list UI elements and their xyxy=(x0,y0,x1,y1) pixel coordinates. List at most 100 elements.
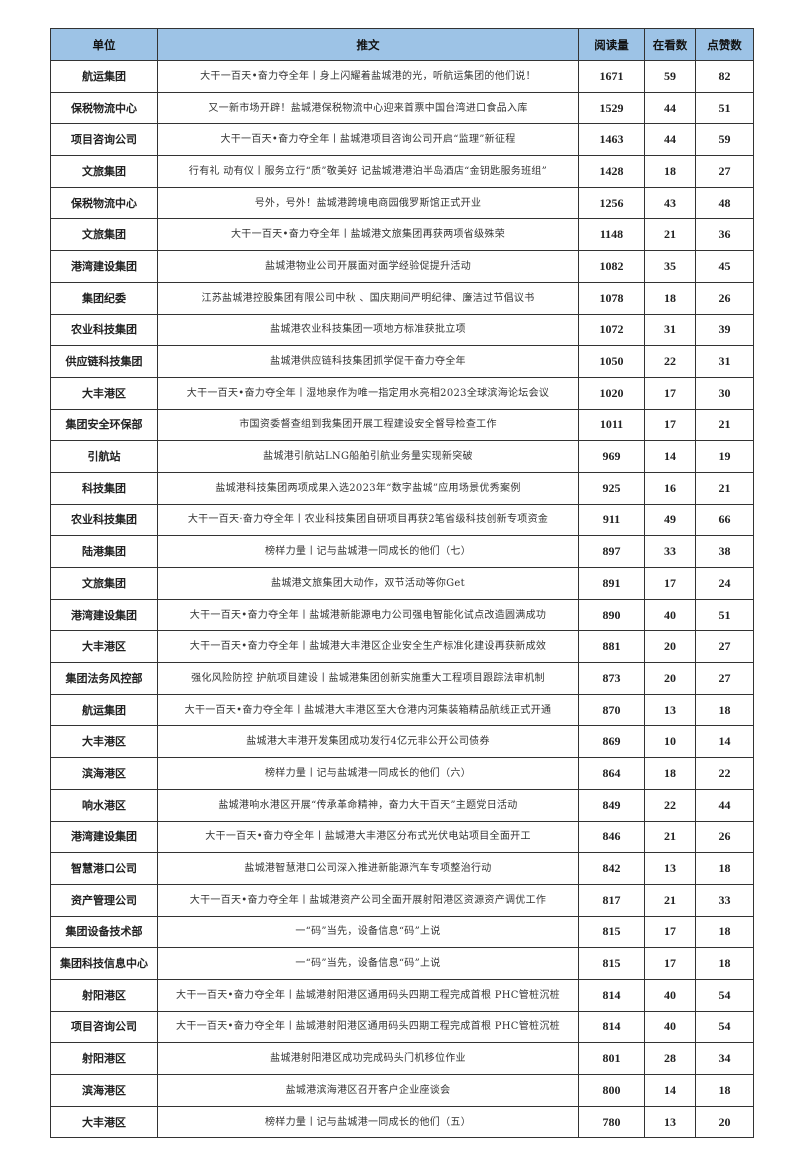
post-cell: 盐城港引航站LNG船舶引航业务量实现新突破 xyxy=(157,440,579,473)
reads-cell: 864 xyxy=(578,757,645,790)
post-cell: 大干一百天•奋力夺全年丨盐城港射阳港区通用码头四期工程完成首根 PHC管桩沉桩 xyxy=(157,1010,579,1044)
header-likes: 点赞数 xyxy=(695,28,754,61)
watching-cell: 40 xyxy=(644,1010,696,1044)
reads-cell: 969 xyxy=(578,440,645,473)
post-cell: 盐城港文旅集团大动作，双节活动等你Get xyxy=(157,567,579,600)
watching-cell: 17 xyxy=(644,376,696,410)
post-cell: 盐城港响水港区开展“传承革命精神，奋力大干百天”主题党日活动 xyxy=(157,788,579,822)
unit-cell: 大丰港区 xyxy=(50,376,158,410)
watching-cell: 14 xyxy=(644,1074,696,1107)
likes-cell: 18 xyxy=(695,1074,754,1107)
watching-cell: 21 xyxy=(644,218,696,252)
reads-cell: 1011 xyxy=(578,408,645,442)
likes-cell: 30 xyxy=(695,376,754,410)
likes-cell: 26 xyxy=(695,820,754,854)
post-cell: 盐城港农业科技集团一项地方标准获批立项 xyxy=(157,313,579,347)
table-row: 大丰港区 榜样力量丨记与盐城港一同成长的他们（五） 780 13 20 xyxy=(50,1105,754,1139)
post-cell: 又一新市场开辟！盐城港保税物流中心迎来首票中国台湾进口食品入库 xyxy=(157,91,579,125)
watching-cell: 35 xyxy=(644,250,696,283)
reads-cell: 1050 xyxy=(578,345,645,378)
unit-cell: 大丰港区 xyxy=(50,630,158,664)
likes-cell: 66 xyxy=(695,503,754,537)
likes-cell: 26 xyxy=(695,281,754,315)
table-row: 项目咨询公司 大干一百天•奋力夺全年丨盐城港射阳港区通用码头四期工程完成首根 PH… xyxy=(50,1010,754,1044)
post-cell: 大干一百天•奋力夺全年丨身上闪耀着盐城港的光，听航运集团的他们说！ xyxy=(157,60,579,93)
watching-cell: 22 xyxy=(644,345,696,378)
likes-cell: 27 xyxy=(695,662,754,695)
likes-cell: 45 xyxy=(695,250,754,283)
likes-cell: 51 xyxy=(695,91,754,125)
table-row: 港湾建设集团 大干一百天•奋力夺全年丨盐城港大丰港区分布式光伏电站项目全面开工 84… xyxy=(50,820,754,854)
table-body: 航运集团 大干一百天•奋力夺全年丨身上闪耀着盐城港的光，听航运集团的他们说！ 167… xyxy=(50,60,754,1139)
unit-cell: 保税物流中心 xyxy=(50,186,158,220)
table-row: 集团法务风控部 强化风险防控 护航项目建设丨盐城港集团创新实施重大工程项目跟踪法审… xyxy=(50,662,754,695)
likes-cell: 27 xyxy=(695,630,754,664)
table-row: 滨海港区 盐城港滨海港区召开客户企业座谈会 800 14 18 xyxy=(50,1074,754,1107)
watching-cell: 16 xyxy=(644,471,696,505)
unit-cell: 航运集团 xyxy=(50,60,158,93)
unit-cell: 引航站 xyxy=(50,440,158,473)
unit-cell: 集团安全环保部 xyxy=(50,408,158,442)
table-row: 港湾建设集团 大干一百天•奋力夺全年丨盐城港新能源电力公司强电智能化试点改造圆满成… xyxy=(50,598,754,632)
watching-cell: 10 xyxy=(644,725,696,759)
watching-cell: 17 xyxy=(644,408,696,442)
likes-cell: 39 xyxy=(695,313,754,347)
table-row: 科技集团 盐城港科技集团两项成果入选2023年“数字盐城”应用场景优秀案例 925 1… xyxy=(50,471,754,505)
reads-cell: 1529 xyxy=(578,91,645,125)
table-row: 引航站 盐城港引航站LNG船舶引航业务量实现新突破 969 14 19 xyxy=(50,440,754,473)
watching-cell: 44 xyxy=(644,91,696,125)
table-row: 文旅集团 大干一百天•奋力夺全年丨盐城港文旅集团再获两项省级殊荣 1148 21 36 xyxy=(50,218,754,252)
unit-cell: 农业科技集团 xyxy=(50,313,158,347)
likes-cell: 33 xyxy=(695,883,754,917)
post-cell: 大干一百天•奋力夺全年丨湿地泉作为唯一指定用水亮相2023全球滨海论坛会议 xyxy=(157,376,579,410)
watching-cell: 44 xyxy=(644,123,696,157)
post-cell: 大干一百天•奋力夺全年丨盐城港大丰港区企业安全生产标准化建设再获新成效 xyxy=(157,630,579,664)
reads-cell: 890 xyxy=(578,598,645,632)
watching-cell: 49 xyxy=(644,503,696,537)
reads-cell: 849 xyxy=(578,788,645,822)
likes-cell: 51 xyxy=(695,598,754,632)
table-row: 陆港集团 榜样力量丨记与盐城港一同成长的他们（七） 897 33 38 xyxy=(50,535,754,568)
likes-cell: 21 xyxy=(695,408,754,442)
reads-cell: 814 xyxy=(578,1010,645,1044)
likes-cell: 54 xyxy=(695,978,754,1012)
watching-cell: 18 xyxy=(644,281,696,315)
likes-cell: 38 xyxy=(695,535,754,568)
table-row: 射阳港区 大干一百天•奋力夺全年丨盐城港射阳港区通用码头四期工程完成首根 PHC管… xyxy=(50,978,754,1012)
reads-cell: 1671 xyxy=(578,60,645,93)
table-row: 项目咨询公司 大干一百天•奋力夺全年丨盐城港项目咨询公司开启“监理”新征程 1463… xyxy=(50,123,754,157)
post-cell: 榜样力量丨记与盐城港一同成长的他们（五） xyxy=(157,1105,579,1139)
unit-cell: 项目咨询公司 xyxy=(50,123,158,157)
unit-cell: 陆港集团 xyxy=(50,535,158,568)
reads-cell: 815 xyxy=(578,947,645,980)
likes-cell: 27 xyxy=(695,155,754,188)
table-row: 智慧港口公司 盐城港智慧港口公司深入推进新能源汽车专项整治行动 842 13 18 xyxy=(50,852,754,885)
reads-cell: 925 xyxy=(578,471,645,505)
reads-cell: 911 xyxy=(578,503,645,537)
likes-cell: 44 xyxy=(695,788,754,822)
table-row: 响水港区 盐城港响水港区开展“传承革命精神，奋力大干百天”主题党日活动 849 22 4… xyxy=(50,788,754,822)
reads-cell: 897 xyxy=(578,535,645,568)
reads-cell: 1256 xyxy=(578,186,645,220)
likes-cell: 48 xyxy=(695,186,754,220)
likes-cell: 22 xyxy=(695,757,754,790)
post-cell: 盐城港智慧港口公司深入推进新能源汽车专项整治行动 xyxy=(157,852,579,885)
reads-cell: 814 xyxy=(578,978,645,1012)
table-row: 保税物流中心 又一新市场开辟！盐城港保税物流中心迎来首票中国台湾进口食品入库 152… xyxy=(50,91,754,125)
unit-cell: 集团法务风控部 xyxy=(50,662,158,695)
watching-cell: 28 xyxy=(644,1042,696,1075)
watching-cell: 20 xyxy=(644,662,696,695)
watching-cell: 22 xyxy=(644,788,696,822)
likes-cell: 82 xyxy=(695,60,754,93)
likes-cell: 21 xyxy=(695,471,754,505)
unit-cell: 保税物流中心 xyxy=(50,91,158,125)
table-row: 滨海港区 榜样力量丨记与盐城港一同成长的他们（六） 864 18 22 xyxy=(50,757,754,790)
watching-cell: 17 xyxy=(644,947,696,980)
unit-cell: 大丰港区 xyxy=(50,725,158,759)
post-cell: 大干一百天·奋力夺全年丨农业科技集团自研项目再获2笔省级科技创新专项资金 xyxy=(157,503,579,537)
likes-cell: 20 xyxy=(695,1105,754,1139)
likes-cell: 34 xyxy=(695,1042,754,1075)
reads-cell: 801 xyxy=(578,1042,645,1075)
watching-cell: 17 xyxy=(644,915,696,949)
unit-cell: 供应链科技集团 xyxy=(50,345,158,378)
